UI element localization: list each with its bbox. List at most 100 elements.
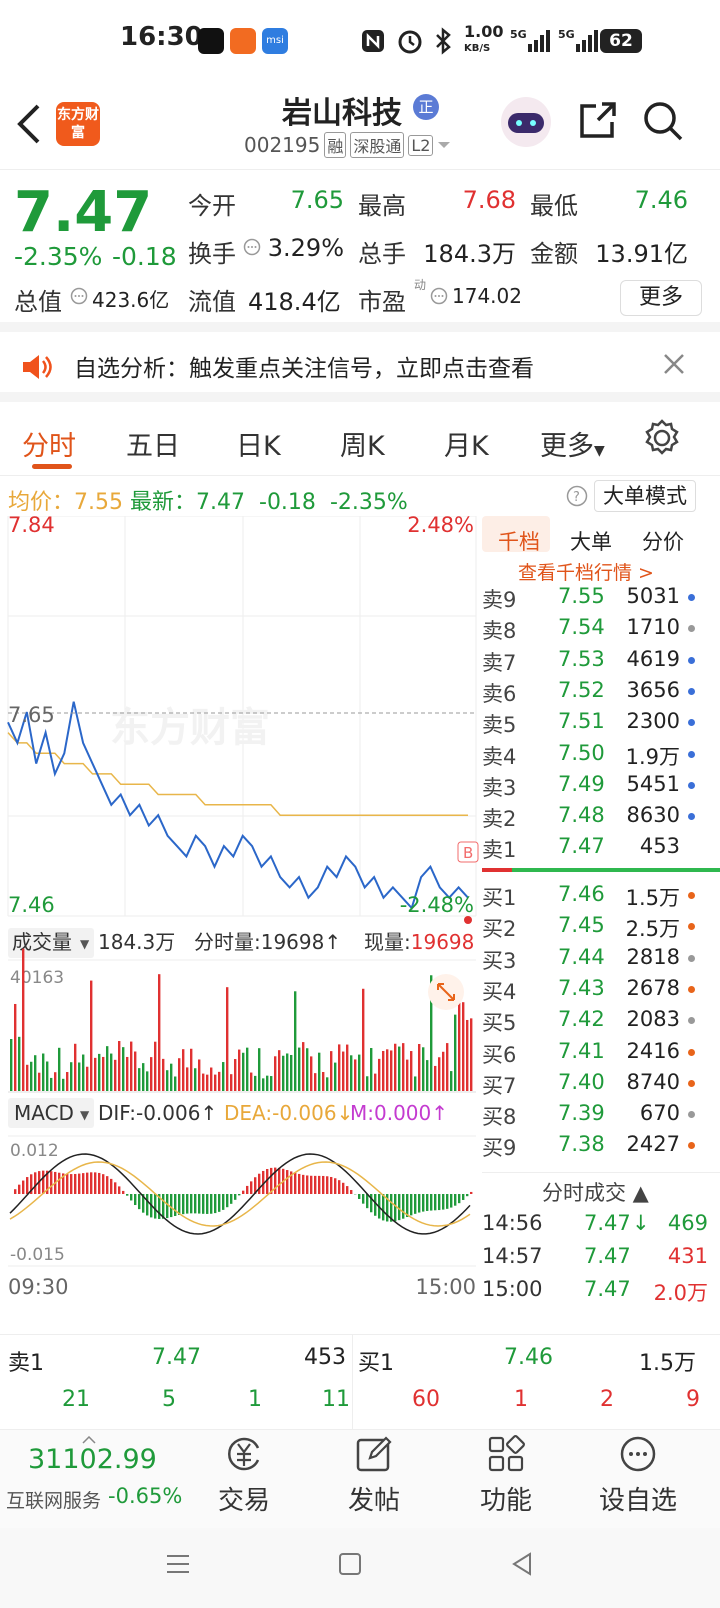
order-level-row[interactable]: 卖4 7.50 1.9万 <box>482 739 720 770</box>
back-arrow-icon[interactable] <box>14 102 44 146</box>
nav-post[interactable]: 发帖 <box>334 1430 414 1528</box>
back-icon[interactable] <box>508 1550 536 1578</box>
nav-trade[interactable]: 交易 <box>204 1430 284 1528</box>
high-value: 7.68 <box>462 186 516 214</box>
level-volume: 2818 <box>626 944 680 969</box>
tape-buy-price: 7.46 <box>504 1345 553 1370</box>
ai-assistant-icon[interactable] <box>500 96 552 148</box>
menu-icon[interactable] <box>164 1550 192 1578</box>
order-level-row[interactable]: 卖3 7.49 5451 <box>482 770 720 801</box>
level-price: 7.54 <box>558 615 605 640</box>
order-level-row[interactable]: 卖6 7.52 3656 <box>482 676 720 707</box>
order-level-row[interactable]: 卖1 7.47 453 <box>482 832 720 863</box>
share-icon[interactable] <box>576 100 618 142</box>
macd-bar <box>438 1194 441 1211</box>
app-logo[interactable]: 东方财富 <box>56 102 100 146</box>
big-order-mode-button[interactable]: 大单模式 <box>594 480 696 512</box>
volume-bar <box>122 1047 125 1091</box>
macd-bar <box>206 1194 209 1214</box>
order-level-row[interactable]: 卖7 7.53 4619 <box>482 645 720 676</box>
tab-depth[interactable]: 千档 <box>498 530 540 554</box>
order-level-row[interactable]: 卖5 7.51 2300 <box>482 707 720 738</box>
order-level-row[interactable]: 买3 7.44 2818 <box>482 943 720 974</box>
volume-bar <box>338 1044 341 1091</box>
macd-bar <box>466 1194 469 1197</box>
order-level-row[interactable]: 卖8 7.54 1710 <box>482 613 720 644</box>
tick-price: 7.47 <box>584 1244 631 1268</box>
volume-bar <box>342 1051 345 1091</box>
nav-add-watchlist[interactable]: 设自选 <box>598 1430 678 1528</box>
order-level-row[interactable]: 买7 7.40 8740 <box>482 1068 720 1099</box>
order-level-row[interactable]: 买2 7.45 2.5万 <box>482 911 720 942</box>
volume-bar <box>162 1058 165 1091</box>
more-dots-icon <box>620 1436 656 1472</box>
volume-bar <box>354 1059 357 1091</box>
sector-index[interactable]: 31102.99 互联网服务 -0.65% <box>0 1430 196 1528</box>
volume-bar <box>274 1056 277 1091</box>
level-price: 7.50 <box>558 740 605 765</box>
tab-intraday[interactable]: 分时 <box>22 431 76 462</box>
stock-code-line[interactable]: 002195 融 深股通 L2 <box>244 132 451 158</box>
volume-bar <box>318 1052 321 1091</box>
time-start: 09:30 <box>8 1275 69 1299</box>
tab-daily-k[interactable]: 日K <box>236 431 281 462</box>
tape-sell-vol: 453 <box>304 1345 346 1370</box>
tab-weekly-k[interactable]: 周K <box>340 431 385 462</box>
market-cap-label: 总值 <box>14 288 62 316</box>
more-button[interactable]: 更多 <box>620 280 702 316</box>
info-circle-icon[interactable] <box>430 287 448 305</box>
pe-superscript: 动 <box>414 278 427 292</box>
volume-bar <box>290 1054 293 1091</box>
tick-panel[interactable]: 分时成交 ▲ 14:56 7.47 ↓ 469 14:57 7.47 431 15:00 7.4… <box>482 1172 720 1305</box>
macd-bar <box>310 1175 313 1194</box>
macd-bar <box>134 1194 137 1206</box>
tab-five-day[interactable]: 五日 <box>126 431 180 462</box>
order-level-row[interactable]: 卖2 7.48 8630 <box>482 801 720 832</box>
macd-bar <box>42 1170 45 1194</box>
macd-bar <box>246 1185 249 1194</box>
order-level-row[interactable]: 买6 7.41 2416 <box>482 1037 720 1068</box>
order-level-row[interactable]: 买9 7.38 2427 <box>482 1130 720 1161</box>
volume-bar <box>194 1068 197 1091</box>
help-icon[interactable]: ? <box>566 485 588 507</box>
nav-functions[interactable]: 功能 <box>466 1430 546 1528</box>
info-circle-icon[interactable] <box>243 238 261 256</box>
tick-volume: 469 <box>667 1211 708 1235</box>
volume-dropdown[interactable] <box>8 928 94 958</box>
tape-sell-num: 5 <box>162 1387 176 1412</box>
msi-app-icon: msi <box>262 28 288 54</box>
alert-banner[interactable]: 自选分析：触发重点关注信号，立即点击查看 <box>0 342 720 402</box>
intraday-chart[interactable]: 东方财富 7.84 7.65 7.46 2.48% -2.48% B 成交量 ▼… <box>0 516 480 1306</box>
close-icon[interactable] <box>662 352 686 376</box>
volume-bar <box>150 1057 153 1091</box>
info-circle-icon[interactable] <box>70 287 88 305</box>
level-dot <box>688 1142 695 1150</box>
macd-dropdown[interactable] <box>8 1098 94 1128</box>
macd-bar <box>274 1167 277 1194</box>
volume-bar <box>26 1064 29 1091</box>
volume-bar <box>166 1070 169 1091</box>
depth-link[interactable]: 查看千档行情 > <box>518 562 654 584</box>
macd-axis-bottom: -0.015 <box>10 1245 65 1265</box>
level-price: 7.42 <box>558 1007 605 1032</box>
buy-marker-label: B <box>463 844 473 862</box>
level-volume: 453 <box>639 834 680 859</box>
level2-tag: L2 <box>408 134 434 156</box>
level-dot <box>688 1079 695 1087</box>
order-level-row[interactable]: 买4 7.43 2678 <box>482 974 720 1005</box>
macd-bar <box>62 1173 65 1194</box>
macd-bar <box>94 1172 97 1194</box>
search-icon[interactable] <box>642 100 684 142</box>
tab-big-orders[interactable]: 大单 <box>570 530 612 554</box>
order-level-row[interactable]: 买8 7.39 670 <box>482 1099 720 1130</box>
home-icon[interactable] <box>336 1550 364 1578</box>
buy-marker[interactable] <box>457 841 479 863</box>
macd-bar <box>58 1172 61 1194</box>
settings-gear-icon[interactable] <box>642 418 682 458</box>
order-level-row[interactable]: 买5 7.42 2083 <box>482 1005 720 1036</box>
order-level-row[interactable]: 买1 7.46 1.5万 <box>482 880 720 911</box>
order-level-row[interactable]: 卖9 7.55 5031 <box>482 582 720 613</box>
tab-more[interactable]: 更多▼ <box>540 431 605 462</box>
tab-monthly-k[interactable]: 月K <box>444 431 489 462</box>
tab-price-dist[interactable]: 分价 <box>642 530 684 554</box>
